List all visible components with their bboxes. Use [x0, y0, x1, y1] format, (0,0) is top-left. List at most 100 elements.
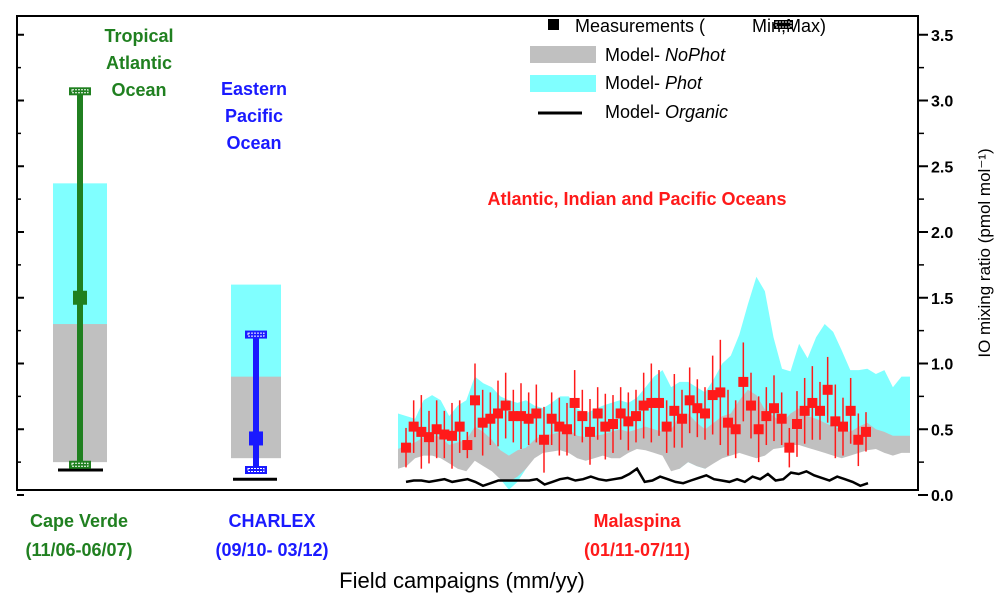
measurement-point	[715, 387, 726, 398]
legend-measurement-swatch	[548, 19, 559, 30]
legend-organic-label: Model- Organic	[605, 102, 728, 122]
nophot-band	[398, 389, 910, 482]
measurement-point	[677, 413, 687, 424]
measurement-point	[838, 421, 848, 432]
y-axis: 0.0 0.5 1.0 1.5 2.0 2.5 3.0 3.5	[17, 28, 953, 505]
measurement-point	[799, 405, 810, 416]
legend-nophot-swatch	[530, 46, 596, 63]
legend-phot-swatch	[530, 75, 596, 92]
measurement-point	[408, 421, 419, 432]
measurement-point	[569, 397, 580, 408]
measurement-point	[700, 408, 710, 419]
measurement-point	[707, 390, 718, 401]
region-label-line: Atlantic	[106, 53, 172, 73]
measurement-point	[669, 405, 680, 416]
measurement-point	[761, 411, 772, 422]
measurement-point	[546, 413, 557, 424]
legend: Measurements ( Min,Max) Model- NoPhot Mo…	[530, 16, 826, 122]
campaign-label-malaspina: Malaspina (01/11-07/11)	[584, 511, 690, 560]
measurement-point	[249, 431, 263, 446]
minmax-cap-mark	[247, 468, 265, 473]
measurement-point	[646, 397, 657, 408]
legend-text: Phot	[665, 73, 703, 93]
legend-text: NoPhot	[665, 45, 726, 65]
measurement-point	[477, 417, 488, 428]
measurement-point	[600, 421, 611, 432]
measurement-point	[631, 411, 641, 422]
measurement-point	[730, 424, 741, 435]
y-tick-label: 2.0	[931, 225, 953, 242]
legend-minmax-swatch-inner	[775, 21, 792, 28]
region-label-capeverde: Tropical Atlantic Ocean	[104, 26, 173, 100]
legend-text: Measurements (	[575, 16, 710, 36]
measurement-point	[623, 416, 634, 427]
y-tick-label: 2.5	[931, 159, 953, 176]
measurement-point	[454, 421, 465, 432]
organic-line	[405, 466, 869, 488]
region-label-line: Eastern	[221, 79, 287, 99]
measurement-point	[845, 405, 856, 416]
measurement-point	[753, 424, 764, 435]
measurement-point	[585, 426, 595, 437]
region-label-line: Ocean	[226, 133, 281, 153]
measurement-point	[654, 397, 664, 408]
y-tick-label: 0.5	[931, 422, 953, 439]
minmax-cap-mark	[247, 332, 265, 337]
campaign-period: (11/06-06/07)	[25, 540, 132, 560]
campaign-period: (01/11-07/11)	[584, 540, 690, 560]
measurement-point	[562, 424, 572, 435]
y-tick-label: 3.5	[931, 28, 953, 45]
legend-text: Model-	[605, 45, 665, 65]
measurement-point	[424, 432, 434, 443]
measurement-point	[554, 421, 565, 432]
measurement-point	[73, 290, 87, 305]
measurement-point	[592, 408, 603, 419]
measurement-point	[776, 413, 787, 424]
measurement-point	[485, 413, 496, 424]
measurement-point	[746, 400, 756, 411]
measurement-point	[853, 434, 864, 445]
minmax-cap-mark	[71, 462, 89, 467]
measurement-point	[815, 405, 825, 416]
minmax-cap	[69, 87, 91, 96]
y-tick-label: 1.0	[931, 357, 953, 374]
measurement-point	[439, 429, 450, 440]
measurement-point	[539, 434, 549, 445]
legend-text: Model-	[605, 102, 665, 122]
legend-minmax-swatch	[774, 20, 793, 29]
minmax-cap	[69, 460, 91, 469]
legend-text: Organic	[665, 102, 728, 122]
measurement-point	[661, 421, 672, 432]
measurement-point	[500, 400, 511, 411]
measurement-point	[531, 408, 542, 419]
measurement-point	[684, 395, 695, 406]
measurement-point	[861, 426, 871, 437]
measurement-point	[462, 440, 473, 451]
minmax-cap-mark	[71, 89, 89, 94]
measurement-point	[723, 417, 733, 428]
measurement-point	[769, 403, 779, 414]
measurement-point	[431, 424, 442, 435]
measurement-point	[493, 408, 503, 419]
measurement-point	[577, 411, 588, 422]
measurement-point	[784, 442, 795, 453]
y-tick-label: 0.0	[931, 488, 953, 505]
measurement-point	[792, 418, 802, 429]
measurement-point	[807, 397, 818, 408]
measurements	[69, 87, 871, 475]
region-label-line: Pacific	[225, 106, 283, 126]
campaign-label-charlex: CHARLEX (09/10- 03/12)	[215, 511, 328, 560]
measurement-point	[470, 395, 480, 406]
model-bars	[53, 183, 281, 463]
campaign-name: Cape Verde	[30, 511, 128, 531]
campaign-name: CHARLEX	[228, 511, 315, 531]
measurement-point	[822, 384, 833, 395]
region-label-malaspina: Atlantic, Indian and Pacific Oceans	[487, 189, 786, 209]
y-tick-label: 3.0	[931, 94, 953, 111]
campaign-period: (09/10- 03/12)	[215, 540, 328, 560]
y-tick-label: 1.5	[931, 291, 953, 308]
legend-text: Model-	[605, 73, 665, 93]
measurement-point	[523, 413, 534, 424]
organic-lines	[58, 466, 869, 488]
